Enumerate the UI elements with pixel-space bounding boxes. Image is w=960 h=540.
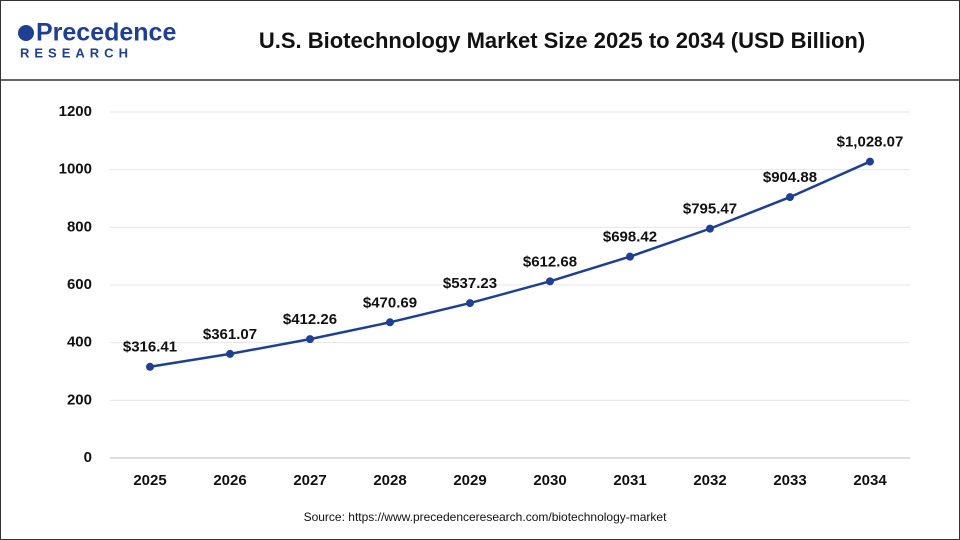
point [786,193,794,202]
y-tick-label: 400 [67,334,92,351]
data-label: $795.47 [683,201,737,218]
point [306,335,314,344]
point [866,157,874,166]
point [226,349,234,358]
data-label: $361.07 [203,326,257,343]
data-label: $904.88 [763,169,817,186]
data-label: $537.23 [443,275,497,292]
chart-title: U.S. Biotechnology Market Size 2025 to 2… [259,28,865,53]
point [386,318,394,327]
data-label: $1,028.07 [837,134,904,151]
line [149,160,871,369]
x-tick-label: 2032 [693,472,726,489]
logo-mark [18,25,34,41]
logo-tagline: RESEARCH [20,45,133,60]
x-tick-label: 2027 [293,472,326,489]
point [626,252,634,261]
data-label: $612.68 [523,253,577,270]
y-tick-label: 1000 [59,161,92,178]
y-tick-label: 1200 [59,103,92,120]
x-tick-label: 2034 [853,472,887,489]
x-tick-label: 2025 [133,472,166,489]
y-tick-label: 800 [67,218,92,235]
y-tick-label: 600 [67,276,92,293]
point [706,224,714,233]
x-tick-label: 2031 [613,472,646,489]
y-tick-label: 0 [84,449,92,466]
x-tick-label: 2029 [453,472,486,489]
point [466,299,474,308]
point [146,362,154,371]
point [546,277,554,286]
logo-name: Precedence [36,19,176,47]
data-label: $698.42 [603,229,657,246]
x-tick-label: 2030 [533,472,566,489]
data-label: $316.41 [123,339,177,356]
x-tick-label: 2033 [773,472,806,489]
x-tick-label: 2028 [373,472,406,489]
data-label: $412.26 [283,311,337,328]
x-tick-label: 2026 [213,472,246,489]
data-label: $470.69 [363,294,417,311]
source-note: Source: https://www.precedenceresearch.c… [304,510,668,524]
y-tick-label: 200 [67,391,92,408]
